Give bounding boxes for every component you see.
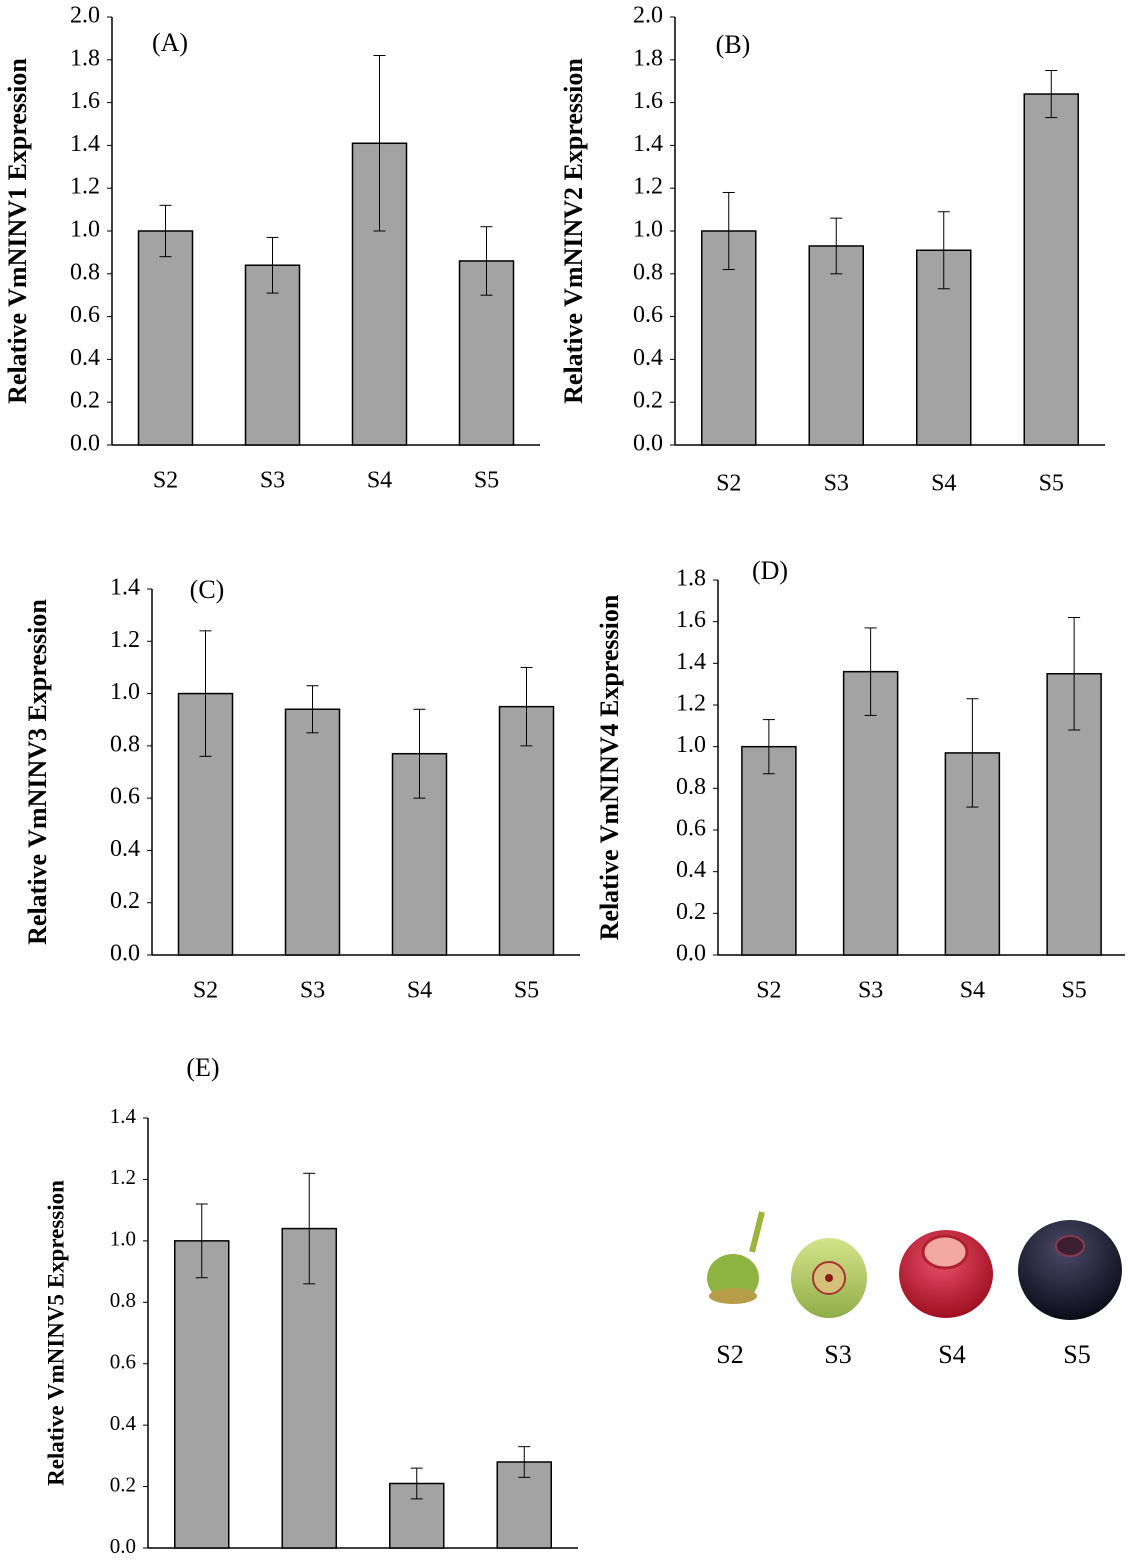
x-tick-label: S5 (514, 978, 539, 1004)
y-tick-label: 1.0 (633, 217, 663, 243)
y-tick-label: 1.4 (633, 131, 663, 157)
y-tick-label: 1.4 (70, 131, 100, 157)
y-tick-label: 0.4 (110, 836, 140, 862)
y-tick-label: 0.8 (633, 259, 663, 285)
x-tick-label: S4 (367, 468, 392, 494)
x-tick-label: S2 (756, 978, 781, 1004)
y-tick-label: 1.2 (676, 691, 706, 717)
figure: S2 S3 S4 S5 0.0 0.2 0.4 0.6 0.8 1.0 1.2 1.4 1.6 1… (0, 0, 1128, 1567)
x-tick-label: S2 (193, 978, 218, 1004)
y-tick-label: 1.2 (110, 1165, 136, 1189)
y-tick-label: 0.8 (676, 774, 706, 800)
y-tick-label: 0.8 (70, 259, 100, 285)
photo-label: S4 (938, 1340, 965, 1369)
y-tick-label: 0.0 (633, 431, 663, 457)
y-tick-label: 1.0 (70, 217, 100, 243)
y-tick-label: 1.6 (676, 607, 706, 633)
bar (742, 747, 796, 955)
y-axis-title: Relative VmNINV3 Expression (23, 599, 52, 945)
y-tick-label: 1.4 (676, 649, 706, 675)
y-tick-label: 1.6 (70, 88, 100, 114)
x-tick-label: S3 (824, 471, 849, 497)
y-tick-label: 0.0 (110, 941, 140, 967)
panel-label: (D) (752, 556, 788, 585)
y-tick-label: 2.0 (70, 3, 100, 29)
y-tick-label: 0.0 (110, 1534, 136, 1558)
berry-photo (707, 1212, 1122, 1320)
bar (286, 709, 340, 955)
x-tick-label: S4 (960, 978, 985, 1004)
y-tick-label: 0.6 (110, 1350, 136, 1374)
panel-label: (E) (186, 1053, 219, 1082)
panel-label: (C) (190, 575, 225, 604)
photo-label: S2 (716, 1340, 743, 1369)
y-tick-label: 0.0 (676, 941, 706, 967)
y-tick-label: 1.8 (676, 566, 706, 592)
y-axis-title: Relative VmNINV1 Expression (3, 58, 32, 404)
y-tick-label: 0.0 (70, 431, 100, 457)
bar (1024, 94, 1078, 445)
y-tick-label: 0.2 (676, 899, 706, 925)
y-tick-label: 1.8 (633, 45, 663, 71)
y-tick-label: 1.0 (110, 679, 140, 705)
x-tick-label: S4 (931, 471, 956, 497)
y-tick-label: 1.0 (110, 1227, 136, 1251)
y-tick-label: 0.6 (110, 784, 140, 810)
y-tick-label: 0.4 (110, 1411, 137, 1435)
panel-label: (A) (152, 28, 188, 57)
bar (175, 1241, 229, 1548)
x-tick-label: S5 (1039, 471, 1064, 497)
y-tick-label: 0.4 (70, 345, 100, 371)
x-tick-label: S5 (1061, 978, 1086, 1004)
y-tick-label: 0.2 (633, 388, 663, 414)
x-tick-label: S3 (300, 978, 325, 1004)
y-tick-label: 0.6 (70, 302, 100, 328)
panel-label: (B) (716, 30, 751, 59)
x-tick-label: S3 (260, 468, 285, 494)
x-tick-label: S3 (858, 978, 883, 1004)
y-tick-label: 0.2 (70, 388, 100, 414)
y-tick-label: 0.2 (110, 1472, 136, 1496)
x-tick-label: S4 (407, 978, 432, 1004)
y-axis-title: Relative VmNINV5 Expression (43, 1180, 68, 1486)
y-axis-title: Relative VmNINV2 Expression (559, 58, 588, 404)
y-tick-label: 0.8 (110, 731, 140, 757)
y-tick-label: 1.2 (110, 627, 140, 653)
y-tick-label: 0.6 (633, 302, 663, 328)
y-tick-label: 0.4 (633, 345, 663, 371)
y-tick-label: 1.8 (70, 45, 100, 71)
y-tick-label: 1.2 (70, 174, 100, 200)
y-tick-label: 1.0 (676, 732, 706, 758)
y-tick-label: 0.2 (110, 888, 140, 914)
y-tick-label: 0.6 (676, 816, 706, 842)
x-tick-label: S2 (153, 468, 178, 494)
y-axis-title: Relative VmNINV4 Expression (595, 594, 624, 940)
bar (139, 231, 193, 445)
y-tick-label: 2.0 (633, 3, 663, 29)
y-tick-label: 1.2 (633, 174, 663, 200)
y-tick-label: 0.8 (110, 1288, 136, 1312)
photo-label: S5 (1063, 1340, 1090, 1369)
y-tick-label: 1.6 (633, 88, 663, 114)
y-tick-label: 0.4 (676, 857, 706, 883)
y-tick-label: 1.4 (110, 1104, 137, 1128)
photo-label: S3 (824, 1340, 851, 1369)
x-tick-label: S5 (474, 468, 499, 494)
y-tick-label: 1.4 (110, 575, 140, 601)
x-tick-label: S2 (716, 471, 741, 497)
bar (809, 246, 863, 445)
